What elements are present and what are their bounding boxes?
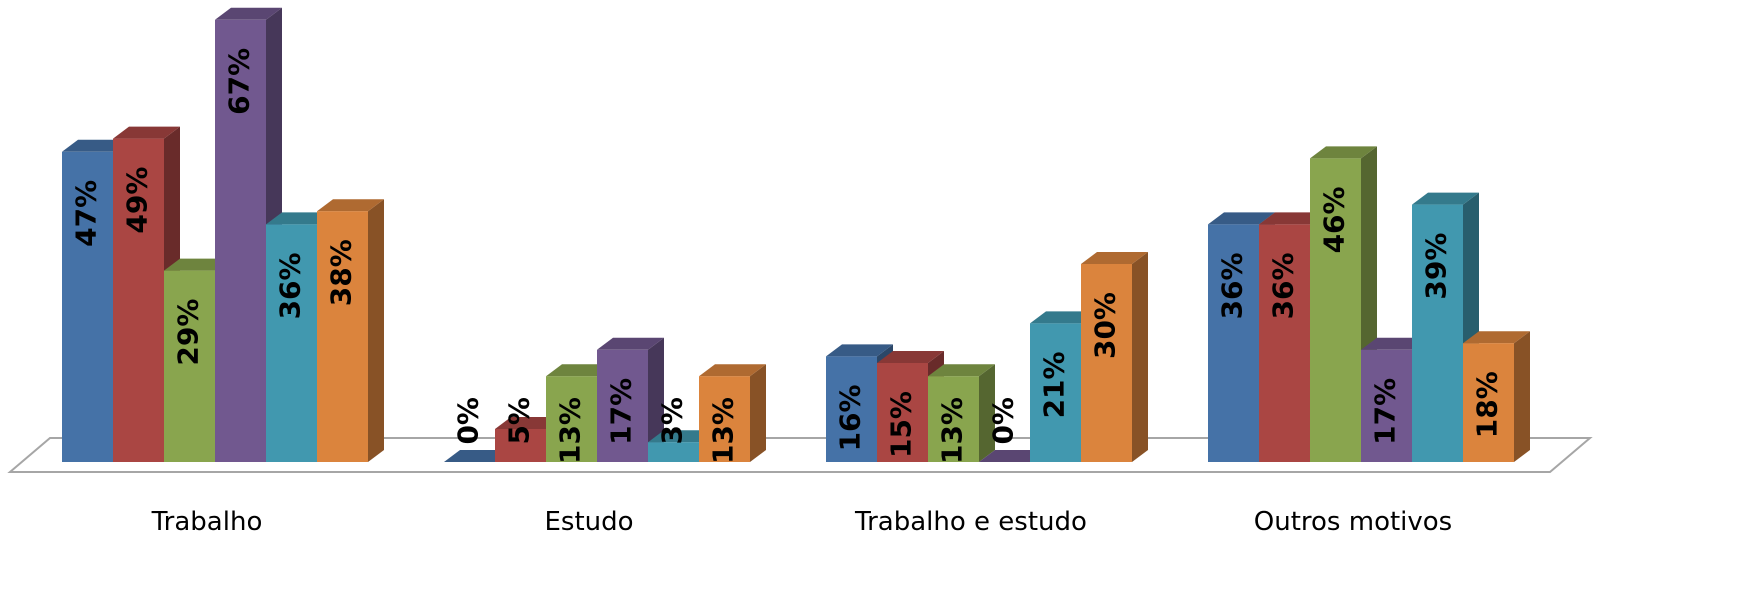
- bar-side: [368, 199, 384, 462]
- data-label: 3%: [656, 397, 689, 445]
- bar: [597, 349, 648, 462]
- bar-top: [699, 364, 766, 377]
- bar: [62, 151, 113, 463]
- data-label: 16%: [834, 384, 867, 451]
- bar-top: [1259, 212, 1326, 225]
- data-label: 39%: [1420, 233, 1453, 300]
- data-label: 36%: [1216, 252, 1249, 319]
- bar-top: [1030, 311, 1097, 324]
- bar-top: [826, 344, 893, 357]
- bar: [877, 363, 928, 462]
- bar-top: [546, 364, 613, 377]
- bar: [495, 429, 546, 462]
- data-label: 17%: [605, 378, 638, 445]
- bar-top: [1310, 146, 1377, 159]
- data-label: 13%: [707, 397, 740, 464]
- bar: [317, 211, 368, 462]
- bar: [1361, 349, 1412, 462]
- bar-top: [317, 199, 384, 212]
- bar-side: [979, 364, 995, 462]
- data-label: 15%: [885, 391, 918, 458]
- bar: [1310, 158, 1361, 462]
- bar: [266, 224, 317, 462]
- floor: [7, 437, 1593, 473]
- bar-top: [1412, 192, 1479, 205]
- data-label: 67%: [223, 48, 256, 115]
- data-label: 5%: [503, 397, 536, 445]
- bar-top: [164, 258, 231, 271]
- bar: [546, 376, 597, 462]
- x-tick-label: Trabalho e estudo: [854, 507, 1087, 537]
- data-label: 13%: [936, 397, 969, 464]
- bar-side: [750, 364, 766, 462]
- x-tick-label: Outros motivos: [1254, 507, 1452, 537]
- data-label: 49%: [121, 167, 154, 234]
- bar-top: [495, 417, 562, 429]
- bar: [1463, 343, 1514, 462]
- data-label: 0%: [987, 397, 1020, 445]
- data-label: 18%: [1471, 371, 1504, 438]
- bar-side: [648, 337, 664, 462]
- bar-top: [1081, 252, 1148, 264]
- bar: [1081, 264, 1132, 462]
- data-label: 38%: [325, 239, 358, 306]
- bar-top: [648, 430, 715, 443]
- bar: [1208, 224, 1259, 462]
- bar-top: [215, 7, 282, 20]
- data-label: 30%: [1089, 292, 1122, 359]
- bar: [164, 270, 215, 462]
- bar: [1030, 323, 1081, 462]
- bar-top: [928, 364, 995, 377]
- x-tick-label: Estudo: [544, 507, 633, 537]
- data-label: 47%: [70, 180, 103, 247]
- x-tick-label: Trabalho: [151, 507, 263, 537]
- bar: [826, 356, 877, 462]
- bar-top: [1208, 212, 1275, 225]
- data-label: 17%: [1369, 378, 1402, 445]
- bar: [648, 442, 699, 462]
- bar: [1259, 224, 1310, 462]
- bar-top: [266, 212, 333, 225]
- bar: [699, 376, 750, 462]
- data-label: 36%: [274, 252, 307, 319]
- bar-side: [1514, 331, 1530, 462]
- data-label: 0%: [452, 397, 485, 445]
- bar-top: [597, 337, 664, 350]
- bar-top: [444, 450, 511, 462]
- bar: [928, 376, 979, 462]
- bar-top: [1361, 337, 1428, 350]
- bar-top: [113, 126, 180, 139]
- data-label: 13%: [554, 397, 587, 464]
- data-label: 46%: [1318, 186, 1351, 253]
- data-label: 21%: [1038, 351, 1071, 418]
- bar-side: [1132, 252, 1148, 462]
- data-label: 36%: [1267, 252, 1300, 319]
- bar: [1412, 204, 1463, 462]
- bar-top: [979, 450, 1046, 462]
- bar: [113, 138, 164, 462]
- data-label: 29%: [172, 299, 205, 366]
- bar: [215, 19, 266, 463]
- bar-top: [1463, 331, 1530, 344]
- bar-top: [877, 351, 944, 363]
- bar-top: [62, 139, 129, 152]
